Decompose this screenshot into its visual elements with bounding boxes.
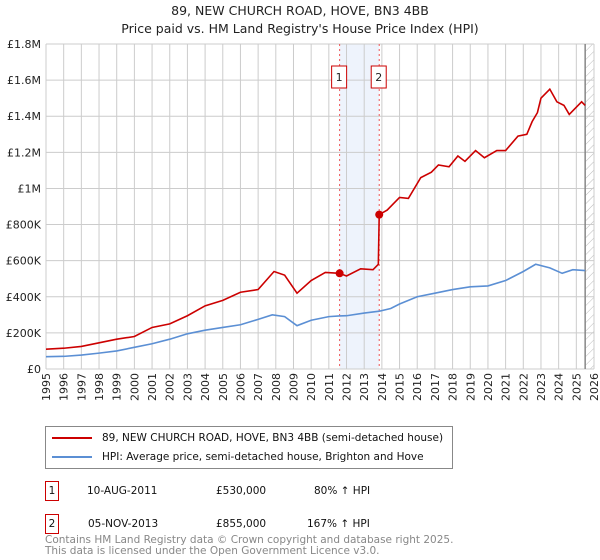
- x-tick-label: 2001: [146, 373, 159, 401]
- x-tick-label: 2003: [181, 373, 194, 401]
- y-tick-label: £1.6M: [7, 74, 41, 87]
- legend-item-property: 89, NEW CHURCH ROAD, HOVE, BN3 4BB (semi…: [52, 432, 443, 444]
- footer-line: Contains HM Land Registry data © Crown c…: [45, 534, 454, 546]
- x-tick-label: 2025: [570, 373, 583, 401]
- x-tick-label: 2008: [270, 373, 283, 401]
- x-tick-label: 2023: [535, 373, 548, 401]
- x-tick-label: 2009: [287, 373, 300, 401]
- legend-swatch-blue: [52, 456, 92, 458]
- y-tick-label: £1M: [18, 182, 42, 195]
- x-tick-label: 1996: [58, 373, 71, 401]
- legend-label: 89, NEW CHURCH ROAD, HOVE, BN3 4BB (semi…: [102, 432, 444, 444]
- x-tick-label: 2010: [305, 373, 318, 401]
- y-tick-label: £1.8M: [7, 38, 41, 51]
- sale-marker-box: [370, 65, 387, 89]
- series-line: [45, 87, 586, 350]
- x-tick-label: 2018: [447, 373, 460, 401]
- y-tick-label: £1.4M: [7, 110, 41, 123]
- x-tick-label: 2012: [341, 373, 354, 401]
- x-tick-label: 2022: [517, 373, 530, 401]
- sale-period-shading: [339, 44, 380, 369]
- forecast-hatch: [585, 44, 594, 369]
- x-tick-label: 1995: [40, 373, 53, 401]
- x-tick-label: 1997: [75, 373, 88, 401]
- transaction-hpi: 80% ↑ HPI: [314, 485, 371, 497]
- x-tick-label: 2011: [323, 373, 336, 401]
- x-tick-label: 2026: [588, 373, 600, 401]
- y-tick-label: £200K: [6, 327, 42, 340]
- x-tick-label: 2007: [252, 373, 265, 401]
- transaction-row: 2 05-NOV-2013 £855,000 167% ↑ HPI: [45, 514, 405, 534]
- price-chart: 1995 1996 1997 1998 1999 2000 2001 2002 2003 2004…: [6, 38, 600, 401]
- x-tick-label: 2015: [394, 373, 407, 401]
- x-tick-label: 2013: [358, 373, 371, 401]
- marker-box: 2: [45, 514, 59, 534]
- sale-point: [335, 269, 344, 278]
- footer: Contains HM Land Registry data © Crown c…: [45, 535, 453, 557]
- y-tick-label: £600K: [6, 255, 42, 268]
- marker-box: 1: [45, 481, 59, 501]
- x-tick-label: 2020: [482, 373, 495, 401]
- x-tick-label: 2019: [464, 373, 477, 401]
- x-tick-label: 2024: [553, 373, 566, 401]
- transaction-price: £855,000: [216, 518, 267, 530]
- legend: 89, NEW CHURCH ROAD, HOVE, BN3 4BB (semi…: [45, 426, 453, 469]
- sale-marker-label: 1: [336, 71, 343, 84]
- series-line: [45, 263, 586, 358]
- x-tick-label: 2006: [234, 373, 247, 401]
- x-tick-label: 2021: [500, 373, 513, 401]
- x-tick-label: 2000: [128, 373, 141, 401]
- x-tick-label: 2014: [376, 373, 389, 401]
- y-tick-label: £400K: [6, 291, 42, 304]
- legend-item-hpi: HPI: Average price, semi-detached house,…: [52, 451, 424, 463]
- chart-title: 89, NEW CHURCH ROAD, HOVE, BN3 4BB: [171, 3, 429, 18]
- x-tick-label: 2017: [429, 373, 442, 401]
- sale-marker-label: 2: [375, 71, 382, 84]
- transaction-date: 05-NOV-2013: [88, 518, 159, 530]
- transaction-row: 1 10-AUG-2011 £530,000 80% ↑ HPI: [45, 481, 405, 501]
- footer-line: This data is licensed under the Open Gov…: [45, 545, 380, 557]
- x-tick-label: 2016: [411, 373, 424, 401]
- sale-point: [375, 210, 384, 219]
- transaction-hpi: 167% ↑ HPI: [307, 518, 370, 530]
- legend-swatch-red: [52, 437, 92, 439]
- x-tick-label: 2004: [199, 373, 212, 401]
- transaction-price: £530,000: [216, 485, 267, 497]
- sale-marker-box: [331, 65, 348, 89]
- x-tick-label: 2005: [217, 373, 230, 401]
- y-tick-label: £800K: [6, 219, 42, 232]
- chart-subtitle: Price paid vs. HM Land Registry's House …: [121, 21, 479, 36]
- legend-label: HPI: Average price, semi-detached house,…: [102, 451, 424, 463]
- transaction-date: 10-AUG-2011: [87, 485, 158, 497]
- x-tick-label: 2002: [164, 373, 177, 401]
- y-tick-label: £0: [27, 363, 41, 376]
- x-tick-label: 1998: [93, 373, 106, 401]
- y-tick-label: £1.2M: [7, 146, 41, 159]
- x-tick-label: 1999: [111, 373, 124, 401]
